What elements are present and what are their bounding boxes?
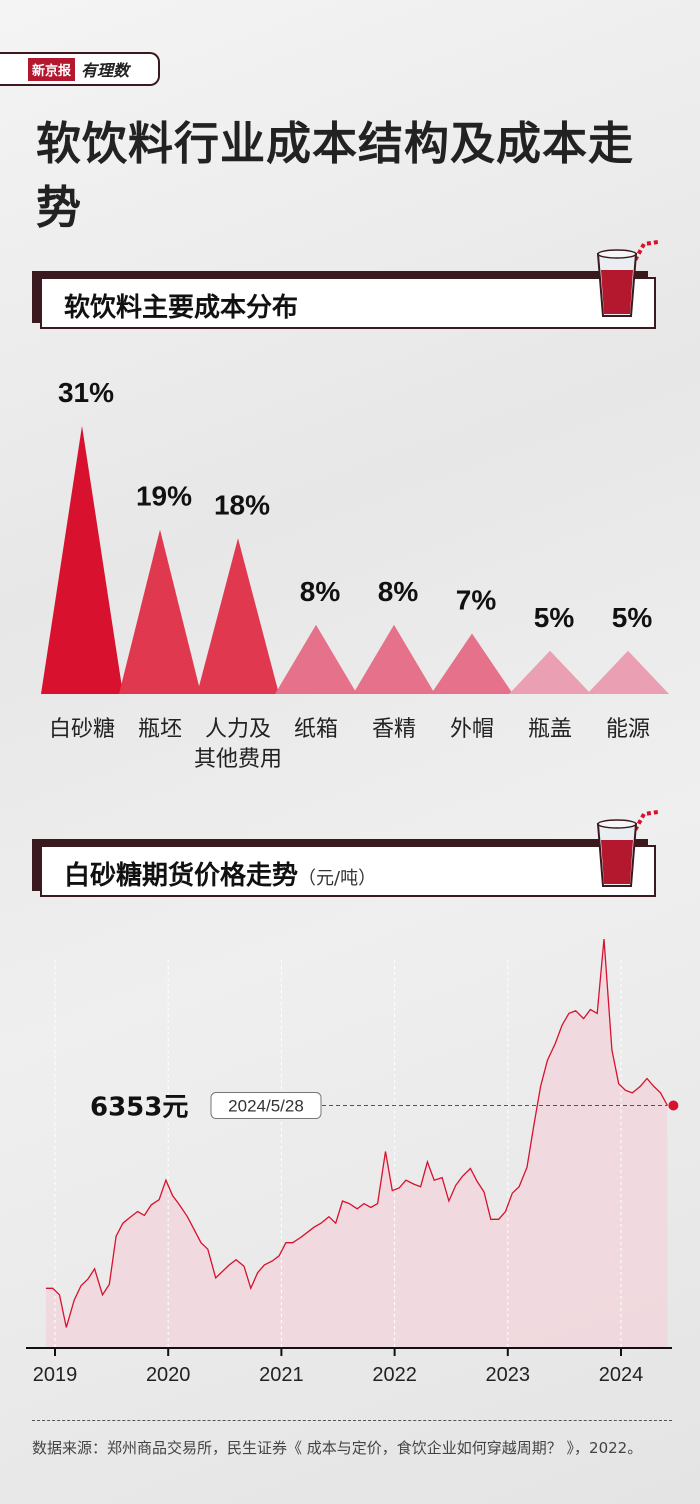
x-tick-label: 2023 [486, 1364, 531, 1386]
bar-value-label: 19% [136, 481, 192, 512]
bar-value-label: 31% [58, 377, 114, 408]
section2-unit: （元/吨） [298, 868, 377, 889]
annotation-value: 6353元 [90, 1093, 188, 1123]
bar-value-label: 18% [214, 489, 270, 520]
price-line [45, 939, 668, 1328]
annotation-dot [668, 1100, 679, 1111]
x-tick-label: 2021 [259, 1364, 304, 1386]
brand-name: 新京报 [28, 57, 76, 81]
category-label: 外帽 [450, 717, 494, 742]
bar-value-label: 5% [534, 602, 575, 633]
section2-title-text: 白砂糖期货价格走势 [64, 861, 299, 891]
category-label: 纸箱 [294, 717, 338, 742]
category-label: 白砂糖 [49, 717, 115, 742]
bar-value-label: 8% [300, 576, 341, 607]
soda-cup-icon-2 [596, 810, 659, 887]
soda-cup-icon [596, 240, 659, 317]
source-divider [32, 1420, 672, 1421]
sugar-price-chart: 2019 2020 2021 2022 2023 2024 2024/5/28 6353元 [26, 939, 679, 1386]
x-tick-label: 2020 [146, 1364, 191, 1386]
category-label: 其他费用 [194, 747, 282, 772]
price-area [45, 939, 668, 1348]
bar-3 [275, 624, 357, 694]
bar-value-label: 7% [456, 584, 497, 615]
category-label: 瓶坯 [138, 717, 182, 742]
category-label: 能源 [606, 717, 650, 742]
brand-logo: 新京报 有理数 [0, 52, 160, 86]
bar-5 [431, 633, 513, 694]
annotation-date: 2024/5/28 [228, 1097, 304, 1116]
bar-2 [197, 538, 279, 694]
brand-tag: 有理数 [81, 61, 130, 80]
page-title: 软饮料行业成本结构及成本走势 [36, 117, 635, 234]
bar-1 [119, 529, 201, 694]
data-source: 数据来源：郑州商品交易所，民生证券《 成本与定价，食饮企业如何穿越周期？ 》，2… [32, 1439, 643, 1457]
section2-title: 白砂糖期货价格走势（元/吨） [64, 855, 376, 892]
x-tick-label: 2022 [372, 1364, 417, 1386]
section1-title: 软饮料主要成本分布 [64, 293, 299, 323]
x-tick-label: 2019 [33, 1364, 78, 1386]
bar-value-label: 5% [612, 602, 653, 633]
annotation-date-box [210, 1092, 322, 1120]
bar-7 [587, 650, 669, 694]
category-label: 人力及 [205, 717, 271, 742]
category-label: 香精 [372, 717, 416, 742]
section1-header: 软饮料主要成本分布 [40, 277, 656, 329]
bar-value-label: 8% [378, 576, 419, 607]
category-label: 瓶盖 [528, 717, 572, 742]
x-tick-label: 2024 [599, 1364, 644, 1386]
bar-0 [41, 425, 123, 694]
bar-6 [509, 650, 591, 694]
bar-4 [353, 624, 435, 694]
section2-header: 白砂糖期货价格走势（元/吨） [40, 845, 656, 897]
